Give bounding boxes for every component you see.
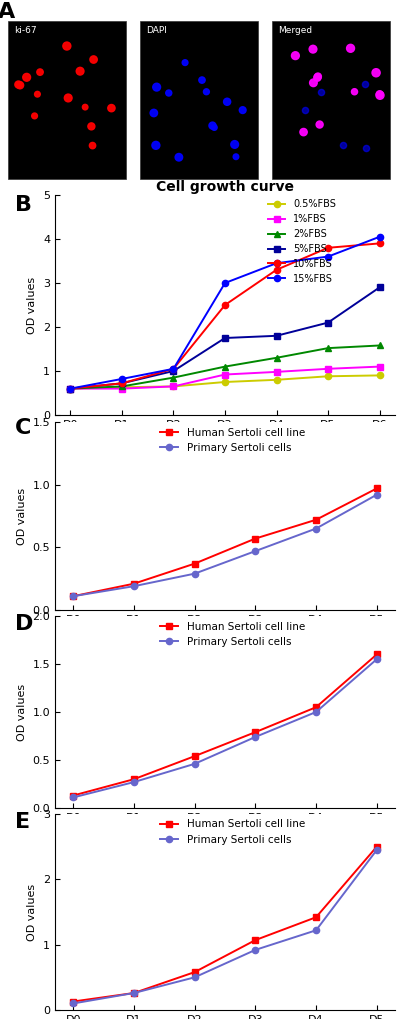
Point — [377, 87, 383, 103]
Legend: Human Sertoli cell line, Primary Sertoli cells: Human Sertoli cell line, Primary Sertoli… — [156, 424, 309, 457]
X-axis label: Time (days): Time (days) — [184, 828, 266, 842]
Y-axis label: OD values: OD values — [28, 883, 38, 941]
Point — [154, 79, 160, 96]
Point — [182, 54, 188, 70]
Legend: Human Sertoli cell line, Primary Sertoli cells: Human Sertoli cell line, Primary Sertoli… — [156, 618, 309, 651]
Text: Merged: Merged — [278, 26, 312, 36]
X-axis label: Time (days): Time (days) — [184, 435, 266, 448]
Point — [233, 149, 239, 165]
Point — [310, 74, 317, 91]
Point — [82, 99, 88, 115]
Point — [89, 138, 96, 154]
Legend: Human Sertoli cell line, Primary Sertoli cells: Human Sertoli cell line, Primary Sertoli… — [156, 815, 309, 849]
Point — [64, 38, 70, 54]
Bar — [8, 20, 126, 178]
Point — [373, 64, 379, 81]
Point — [77, 63, 83, 79]
Point — [166, 85, 172, 101]
Text: A: A — [0, 2, 15, 22]
Point — [314, 69, 320, 86]
Point — [310, 41, 316, 57]
Point — [90, 51, 97, 67]
Point — [88, 118, 94, 135]
Point — [351, 84, 358, 100]
Text: D: D — [15, 614, 33, 634]
Point — [17, 77, 23, 94]
Point — [176, 149, 182, 165]
Point — [15, 76, 22, 93]
Point — [31, 108, 38, 124]
Point — [224, 94, 230, 110]
Bar — [272, 20, 390, 178]
Point — [240, 102, 246, 118]
Point — [211, 119, 218, 136]
Point — [65, 90, 71, 106]
Point — [292, 48, 298, 64]
Text: E: E — [15, 812, 30, 832]
Point — [315, 68, 321, 85]
Point — [199, 72, 205, 89]
Text: DAPI: DAPI — [146, 26, 167, 36]
Point — [302, 102, 308, 118]
Point — [232, 137, 238, 153]
Point — [316, 116, 323, 132]
Point — [24, 69, 30, 86]
Title: Cell growth curve: Cell growth curve — [156, 179, 294, 194]
Point — [151, 105, 157, 121]
Text: ki-67: ki-67 — [14, 26, 37, 36]
Point — [363, 140, 370, 156]
Point — [108, 100, 115, 116]
Y-axis label: OD values: OD values — [17, 487, 27, 544]
Point — [153, 138, 159, 154]
Y-axis label: OD values: OD values — [17, 684, 27, 741]
X-axis label: Time (days): Time (days) — [184, 631, 266, 643]
Point — [37, 64, 43, 81]
Point — [362, 75, 368, 92]
Point — [340, 138, 346, 154]
Legend: 0.5%FBS, 1%FBS, 2%FBS, 5%FBS, 10%FBS, 15%FBS: 0.5%FBS, 1%FBS, 2%FBS, 5%FBS, 10%FBS, 15… — [264, 196, 340, 287]
Point — [347, 40, 354, 56]
Text: C: C — [15, 418, 31, 438]
Point — [34, 86, 41, 102]
Point — [300, 124, 307, 141]
Point — [318, 85, 325, 101]
Y-axis label: OD values: OD values — [28, 276, 38, 333]
Bar — [140, 20, 258, 178]
Text: B: B — [15, 195, 32, 215]
Point — [209, 117, 216, 133]
Point — [203, 84, 210, 100]
Point — [376, 86, 383, 102]
